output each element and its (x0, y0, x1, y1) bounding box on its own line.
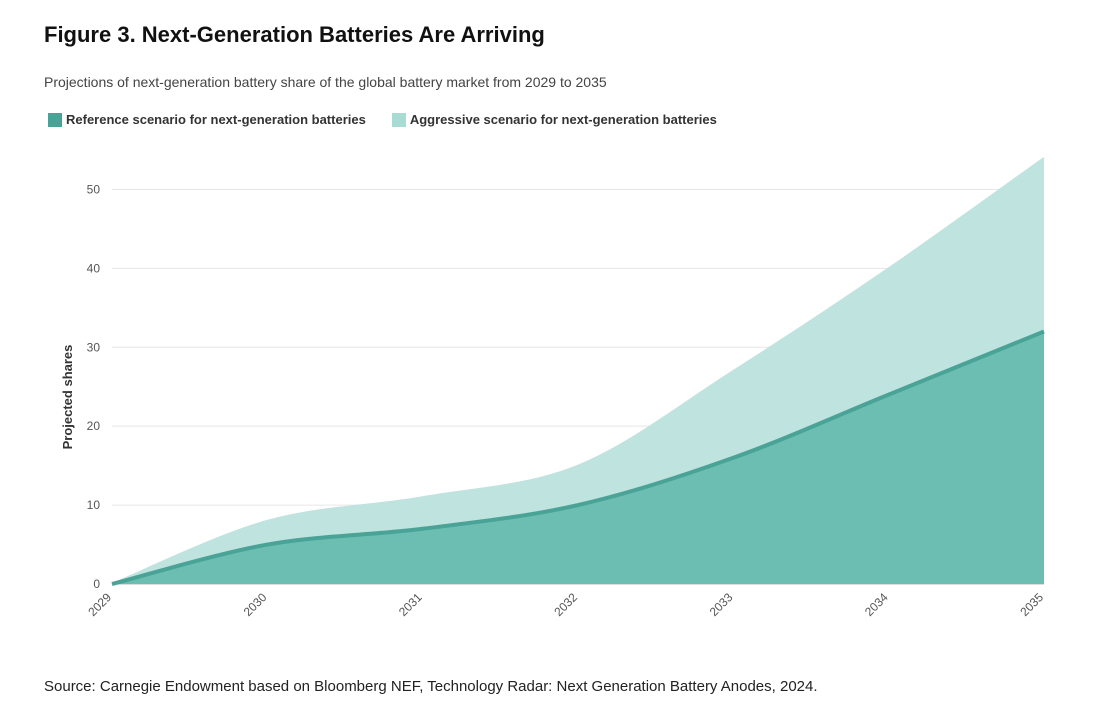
y-tick-label: 0 (93, 577, 100, 591)
x-tick-label: 2032 (551, 590, 580, 619)
y-axis-ticks: 0 10 20 30 40 50 (87, 182, 101, 591)
y-tick-label: 10 (87, 498, 101, 512)
data-point-1-2 (421, 527, 425, 531)
data-point-1-1 (265, 543, 269, 547)
data-point-0-1 (265, 519, 269, 523)
legend-swatch-reference (48, 112, 62, 127)
x-tick-label: 2029 (85, 590, 114, 619)
y-axis-title: Projected shares (60, 345, 75, 450)
x-axis-ticks: 2029 2030 2031 2032 2033 2034 2035 (85, 590, 1046, 619)
legend-label-reference: Reference scenario for next-generation b… (66, 112, 366, 127)
y-tick-label: 30 (87, 340, 101, 354)
series-line-1 (111, 329, 1045, 586)
data-point-1-4 (731, 456, 735, 460)
chart-subtitle: Projections of next-generation battery s… (44, 74, 607, 90)
y-tick-label: 50 (87, 182, 101, 196)
x-tick-label: 2031 (396, 590, 425, 619)
x-tick-label: 2030 (241, 590, 270, 619)
data-point-1-3 (576, 503, 580, 507)
data-point-1-5 (887, 393, 891, 397)
legend-item-reference: Reference scenario for next-generation b… (48, 112, 366, 127)
y-tick-label: 40 (87, 261, 101, 275)
data-point-0-4 (731, 369, 735, 373)
legend-swatch-aggressive (391, 112, 406, 127)
data-point-1-0 (110, 582, 114, 586)
x-tick-label: 2033 (707, 590, 736, 619)
legend-item-aggressive: Aggressive scenario for next-generation … (391, 112, 717, 127)
series-line-0 (111, 157, 1045, 585)
data-point-0-5 (887, 266, 891, 270)
data-point-1-6 (1042, 329, 1046, 333)
source-note: Source: Carnegie Endowment based on Bloo… (44, 678, 818, 695)
legend-label-aggressive: Aggressive scenario for next-generation … (409, 112, 717, 127)
x-tick-label: 2034 (862, 590, 891, 619)
data-point-0-3 (576, 464, 580, 468)
chart-title: Figure 3. Next-Generation Batteries Are … (44, 22, 545, 47)
data-point-0-2 (421, 495, 425, 499)
legend: Reference scenario for next-generation b… (48, 112, 743, 127)
series-areas (110, 156, 1046, 586)
data-point-0-6 (1042, 156, 1046, 160)
series-area-1 (112, 331, 1044, 584)
y-tick-label: 20 (87, 419, 101, 433)
x-tick-label: 2035 (1017, 590, 1046, 619)
